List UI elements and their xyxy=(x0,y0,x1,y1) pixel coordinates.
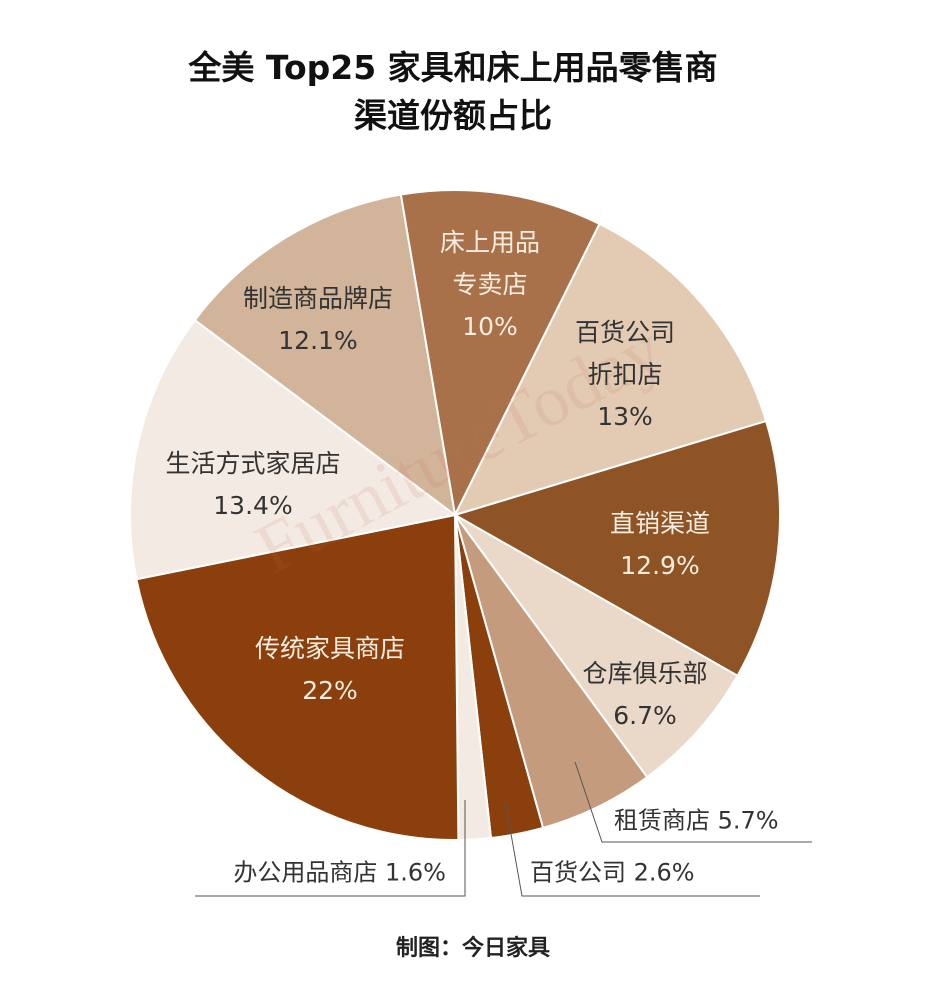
category-label: 租赁商店 xyxy=(614,806,710,835)
pie-slice xyxy=(129,318,458,581)
slice-label: 传统家具商店 22% xyxy=(220,628,440,712)
category-label: 床上用品专卖店 xyxy=(439,228,540,299)
slice-label: 办公用品商店 1.6% xyxy=(233,853,446,888)
chart-title: 全美 Top25 家具和床上用品零售商渠道份额占比 xyxy=(188,48,718,135)
value-label: 13.4% xyxy=(213,491,293,520)
pie-slice xyxy=(399,189,601,519)
pie-slice xyxy=(453,222,768,517)
leader-line xyxy=(504,799,760,897)
slice-label: 制造商品牌店 12.1% xyxy=(218,278,418,362)
category-label: 仓库俱乐部 xyxy=(582,659,708,688)
value-label: 1.6% xyxy=(385,858,446,887)
source-note: 制图：今日家具 xyxy=(395,936,550,961)
pie-slice xyxy=(452,419,781,678)
slice-label: 百货公司 2.6% xyxy=(530,853,695,888)
slice-label: 仓库俱乐部 6.7% xyxy=(565,653,725,737)
value-label: 13% xyxy=(597,402,653,431)
leader-line xyxy=(574,761,812,843)
value-label: 6.7% xyxy=(613,701,677,730)
category-label: 制造商品牌店 xyxy=(242,284,393,313)
value-label: 5.7% xyxy=(717,806,779,835)
slice-label: 租赁商店 5.7% xyxy=(614,801,779,836)
slice-label: 生活方式家居店 13.4% xyxy=(143,443,363,527)
category-label: 办公用品商店 xyxy=(233,858,378,887)
pie-slice xyxy=(454,514,739,779)
slice-label: 百货公司折扣店 13% xyxy=(570,312,680,438)
slice-label: 直销渠道 12.9% xyxy=(595,503,725,587)
category-label: 生活方式家居店 xyxy=(165,449,341,478)
value-label: 12.9% xyxy=(620,551,700,580)
slice-label: 床上用品专卖店 10% xyxy=(430,222,550,348)
pie-slice xyxy=(193,193,457,518)
leader-line xyxy=(195,800,466,897)
category-label: 百货公司折扣店 xyxy=(574,318,675,389)
category-label: 百货公司 xyxy=(530,858,626,887)
category-label: 传统家具商店 xyxy=(254,634,405,663)
value-label: 22% xyxy=(302,676,358,705)
category-label: 直销渠道 xyxy=(609,509,710,538)
pie-slice xyxy=(135,513,460,841)
value-label: 10% xyxy=(462,312,518,341)
value-label: 2.6% xyxy=(633,858,695,887)
value-label: 12.1% xyxy=(278,326,358,355)
